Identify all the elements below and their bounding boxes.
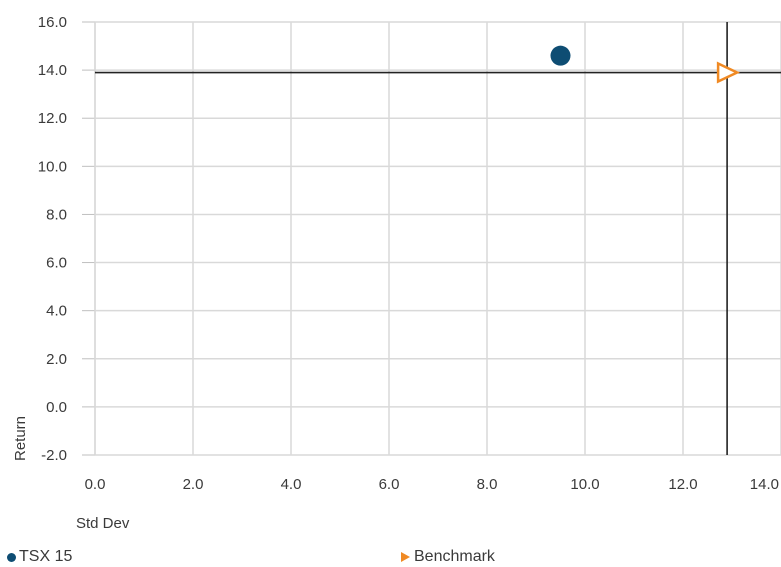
legend-item-tsx15: TSX 15 (7, 547, 72, 567)
legend-label-benchmark: Benchmark (414, 548, 495, 565)
y-axis-ticks: -2.0 0.0 2.0 4.0 6.0 8.0 10.0 12.0 14.0 16.0 (38, 14, 67, 464)
y-tick-label: 2.0 (46, 351, 67, 368)
y-tick-label: 4.0 (46, 303, 67, 320)
y-tick-label: 14.0 (38, 62, 67, 79)
reference-lines (95, 22, 781, 455)
x-tick-label: 6.0 (379, 476, 400, 493)
triangle-marker-icon (401, 552, 410, 562)
x-tick-label: 14.0 (750, 476, 779, 493)
x-tick-label: 4.0 (281, 476, 302, 493)
y-tick-label: 16.0 (38, 14, 67, 31)
x-tick-label: 12.0 (668, 476, 697, 493)
x-axis-title: Std Dev (76, 515, 130, 532)
legend-item-benchmark: Benchmark (401, 547, 495, 567)
data-points (550, 45, 741, 84)
y-tick-label: 12.0 (38, 110, 67, 127)
x-tick-label: 2.0 (183, 476, 204, 493)
y-tick-label: 10.0 (38, 158, 67, 175)
tsx15-point (550, 45, 571, 66)
benchmark-point (716, 61, 741, 84)
x-tick-label: 0.0 (85, 476, 106, 493)
grid (94, 21, 781, 456)
axis-lines (82, 21, 96, 456)
y-tick-label: 6.0 (46, 255, 67, 272)
legend-label-tsx15: TSX 15 (19, 548, 73, 565)
y-tick-label: -2.0 (41, 447, 67, 464)
y-axis-title: Return (12, 416, 29, 461)
y-tick-label: 0.0 (46, 399, 67, 416)
x-axis-ticks: 0.0 2.0 4.0 6.0 8.0 10.0 12.0 14.0 (85, 476, 779, 493)
y-tick-label: 8.0 (46, 206, 67, 223)
x-tick-label: 8.0 (477, 476, 498, 493)
circle-marker-icon (7, 552, 16, 562)
x-tick-label: 10.0 (570, 476, 599, 493)
